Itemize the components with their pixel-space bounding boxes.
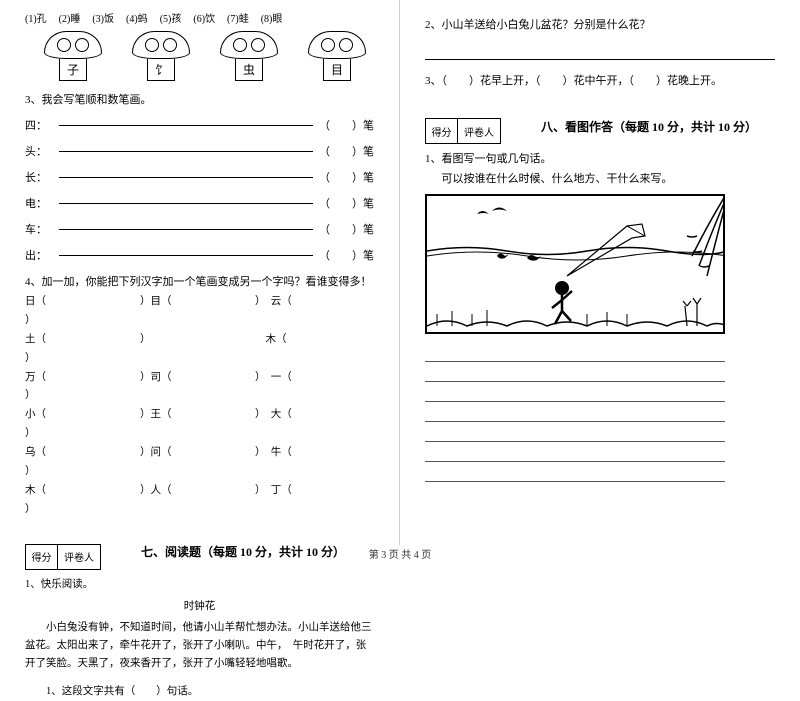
score-box: 得分 评卷人 [425, 118, 501, 144]
mushroom: 虫 [219, 31, 279, 81]
underline [59, 125, 313, 126]
lbl: (1)孔 [25, 10, 47, 25]
mushroom: 饣 [131, 31, 191, 81]
underline [59, 177, 313, 178]
write-line [425, 382, 725, 402]
underline [59, 255, 313, 256]
add-cell: ） [25, 463, 140, 482]
add-row: 乌（）问（） 牛（ ） [25, 444, 374, 482]
write-line [425, 462, 725, 482]
add-row: 小（）王（） 大（ ） [25, 406, 374, 444]
writing-hint: 可以按谁在什么时候、什么地方、干什么来写。 [425, 170, 775, 186]
stem-char: 虫 [235, 59, 263, 81]
write-line [425, 402, 725, 422]
lbl: (6)饮 [193, 10, 215, 25]
add-cell: ）王（ [140, 406, 255, 425]
add-cell: ）目（ [140, 293, 255, 312]
stroke-row: 车： （ ）笔 [25, 221, 374, 237]
stroke-tail: （ ）笔 [319, 247, 374, 263]
underline [59, 203, 313, 204]
lbl: (5)孩 [160, 10, 182, 25]
add-cell: ） [25, 387, 140, 406]
add-stroke-grid: 日（）目（） 云（）土（） 木（）万（）司（） 一（）小（）王（） 大（）乌（）… [25, 293, 374, 520]
add-cell: ） [25, 425, 140, 444]
stroke-char: 电： [25, 195, 53, 211]
grader-label: 评卷人 [458, 119, 500, 143]
q2-text: 2、小山羊送给小白兔儿盆花？分别是什么花？ [425, 16, 775, 32]
add-cell: ） 丁（ [255, 482, 370, 501]
q3-text: 3、（ ）花早上开，（ ）花中午开，（ ）花晚上开。 [425, 72, 775, 88]
stroke-tail: （ ）笔 [319, 117, 374, 133]
mushroom-row: 子 饣 虫 目 [43, 31, 374, 81]
section8-title: 八、看图作答（每题 10 分，共计 10 分） [541, 118, 757, 135]
writing-q: 1、看图写一句或几句话。 [425, 150, 775, 166]
stroke-tail: （ ）笔 [319, 143, 374, 159]
add-cell: 乌（ [25, 444, 140, 463]
stroke-char: 头： [25, 143, 53, 159]
stroke-row: 出： （ ）笔 [25, 247, 374, 263]
write-line [425, 342, 725, 362]
reading-q: 1、快乐阅读。 [25, 576, 374, 594]
add-cell: ） 大（ [255, 406, 370, 425]
add-row: 万（）司（） 一（ ） [25, 369, 374, 407]
stem-char: 目 [323, 59, 351, 81]
q3-title: 3、我会写笔顺和数笔画。 [25, 91, 374, 107]
add-cell: ） 牛（ [255, 444, 370, 463]
add-cell: ） 一（ [255, 369, 370, 388]
lbl: (2)睡 [59, 10, 81, 25]
reading-body: 小白兔没有钟，不知道时间，他请小山羊帮忙想办法。小山羊送给他三盆花。太阳出来了，… [25, 619, 374, 673]
add-cell: ）司（ [140, 369, 255, 388]
add-cell: 木（ [25, 482, 140, 501]
add-row: 木（）人（） 丁（ ） [25, 482, 374, 520]
stroke-row: 长： （ ）笔 [25, 169, 374, 185]
add-cell: 木（ [255, 331, 370, 350]
add-cell: 土（ [25, 331, 140, 350]
stroke-tail: （ ）笔 [319, 195, 374, 211]
answer-line [425, 44, 775, 60]
stroke-char: 四： [25, 117, 53, 133]
stroke-tail: （ ）笔 [319, 221, 374, 237]
add-row: 土（） 木（） [25, 331, 374, 369]
stem-char: 饣 [147, 59, 175, 81]
reading-sub: 1、这段文字共有（ ）句话。 [25, 683, 374, 701]
lbl: (3)饭 [92, 10, 114, 25]
stroke-row: 电： （ ）笔 [25, 195, 374, 211]
write-line [425, 422, 725, 442]
add-cell: ） [140, 331, 255, 350]
add-cell: 小（ [25, 406, 140, 425]
stroke-row: 四： （ ）笔 [25, 117, 374, 133]
lbl: (4)蚂 [126, 10, 148, 25]
top-label-row: (1)孔 (2)睡 (3)饭 (4)蚂 (5)孩 (6)饮 (7)蛙 (8)眼 [25, 10, 374, 25]
write-line [425, 442, 725, 462]
underline [59, 151, 313, 152]
add-cell: ）人（ [140, 482, 255, 501]
add-cell: ） [25, 350, 140, 369]
stroke-row: 头： （ ）笔 [25, 143, 374, 159]
q4-title: 4、加一加，你能把下列汉字加一个笔画变成另一个字吗？看谁变得多！ [25, 273, 374, 289]
mushroom: 目 [307, 31, 367, 81]
add-row: 日（）目（） 云（ ） [25, 293, 374, 331]
add-cell: ） 云（ [255, 293, 370, 312]
lbl: (7)蛙 [227, 10, 249, 25]
stroke-tail: （ ）笔 [319, 169, 374, 185]
stroke-char: 长： [25, 169, 53, 185]
underline [59, 229, 313, 230]
page-footer: 第 3 页 共 4 页 [0, 546, 800, 561]
write-line [425, 362, 725, 382]
stroke-char: 车： [25, 221, 53, 237]
add-cell: ） [25, 312, 140, 331]
mushroom: 子 [43, 31, 103, 81]
stroke-char: 出： [25, 247, 53, 263]
lbl: (8)眼 [261, 10, 283, 25]
picture-box [425, 194, 725, 334]
stem-char: 子 [59, 59, 87, 81]
add-cell: ） [25, 501, 140, 520]
add-cell: 日（ [25, 293, 140, 312]
reading-title: 时钟花 [25, 598, 374, 616]
score-label: 得分 [426, 119, 458, 143]
add-cell: ）问（ [140, 444, 255, 463]
add-cell: 万（ [25, 369, 140, 388]
